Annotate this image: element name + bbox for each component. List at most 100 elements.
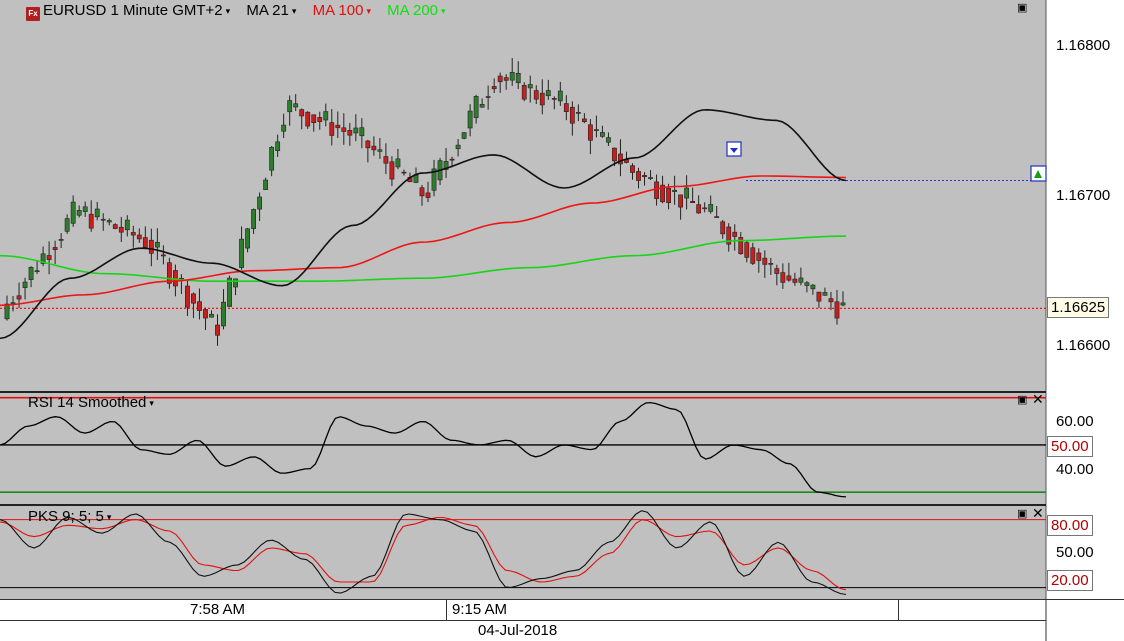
restore-icon[interactable]: ▣ — [1017, 508, 1028, 520]
bear-candle — [16, 295, 22, 300]
bull-candle — [684, 187, 690, 199]
chart-legend: Fx EURUSD 1 Minute GMT+2 ▾ MA 21 ▾ MA 100 ▾ … — [26, 2, 446, 21]
bull-candle — [22, 281, 28, 288]
rsi-tick-label: 60.00 — [1056, 413, 1094, 430]
bear-candle — [365, 140, 371, 149]
bull-candle — [377, 149, 383, 152]
bull-candle — [221, 301, 226, 327]
bear-candle — [636, 171, 641, 181]
bear-candle — [563, 103, 569, 112]
bull-candle — [269, 147, 275, 171]
pks-legend[interactable]: PKS 9; 5; 5 ▾ — [28, 508, 111, 526]
alert-flag-arrow — [1034, 170, 1042, 178]
chevron-down-icon[interactable]: ▾ — [149, 398, 154, 409]
bear-candle — [130, 232, 136, 236]
bull-candle — [106, 220, 112, 223]
bear-candle — [750, 247, 756, 264]
bull-candle — [575, 112, 581, 114]
rsi-line — [0, 401, 847, 498]
bull-candle — [227, 277, 232, 307]
bull-candle — [100, 218, 106, 221]
bear-candle — [744, 242, 750, 258]
restore-icon[interactable]: ▣ — [1017, 2, 1028, 14]
bull-candle — [557, 90, 563, 102]
bull-candle — [515, 72, 521, 84]
rsi-legend[interactable]: RSI 14 Smoothed ▾ — [28, 394, 154, 412]
bull-candle — [82, 206, 88, 212]
rsi-pane[interactable] — [0, 393, 1046, 504]
bear-candle — [419, 187, 425, 197]
bull-candle — [76, 210, 82, 216]
rsi-mid-label: 50.00 — [1047, 436, 1093, 457]
bull-candle — [10, 302, 16, 305]
bear-candle — [197, 301, 202, 311]
price-pane[interactable] — [0, 0, 1046, 391]
chevron-down-icon[interactable]: ▾ — [441, 6, 446, 17]
bear-candle — [654, 181, 659, 199]
bear-candle — [521, 85, 527, 100]
pks-upper-label: 80.00 — [1047, 515, 1093, 536]
bear-candle — [696, 204, 702, 214]
bear-candle — [551, 98, 557, 100]
bull-candle — [293, 103, 299, 108]
bull-candle — [209, 313, 214, 318]
bull-candle — [281, 124, 287, 132]
bear-candle — [660, 184, 665, 203]
ma100-legend[interactable]: MA 100 — [312, 2, 364, 19]
bull-candle — [395, 158, 401, 168]
bull-candle — [239, 238, 244, 268]
pks-lower-label: 20.00 — [1047, 570, 1093, 591]
chevron-down-icon[interactable]: ▾ — [106, 512, 112, 523]
bear-candle — [52, 247, 58, 250]
bear-candle — [142, 237, 148, 248]
bear-candle — [497, 75, 503, 83]
bull-candle — [443, 161, 449, 170]
bull-candle — [473, 96, 479, 118]
bull-candle — [257, 196, 263, 210]
bear-candle — [786, 275, 792, 281]
pks-title[interactable]: PKS 9; 5; 5 — [28, 508, 104, 525]
restore-icon[interactable]: ▣ — [1017, 394, 1028, 406]
bear-candle — [533, 90, 539, 100]
bear-candle — [581, 118, 587, 123]
bull-candle — [34, 270, 40, 273]
ma200-legend[interactable]: MA 200 — [387, 2, 439, 19]
bear-candle — [88, 213, 94, 229]
bear-candle — [166, 262, 172, 284]
bear-candle — [732, 231, 738, 237]
chevron-down-icon[interactable]: ▾ — [225, 6, 231, 17]
chevron-down-icon[interactable]: ▾ — [366, 6, 371, 17]
bear-candle — [720, 221, 726, 235]
bull-candle — [413, 174, 419, 183]
chevron-down-icon[interactable]: ▾ — [291, 6, 297, 17]
bull-candle — [94, 208, 100, 218]
close-icon[interactable]: ✕ — [1032, 505, 1044, 521]
instrument-title[interactable]: EURUSD 1 Minute GMT+2 — [43, 2, 223, 19]
bull-candle — [431, 168, 437, 191]
bull-candle — [545, 90, 551, 97]
bear-candle — [191, 293, 196, 304]
rsi-tick-label: 40.00 — [1056, 461, 1094, 478]
pks-fast-line — [0, 510, 847, 596]
bear-candle — [762, 257, 768, 265]
rsi-title[interactable]: RSI 14 Smoothed — [28, 394, 147, 411]
bear-candle — [305, 111, 311, 127]
bear-candle — [768, 263, 774, 265]
bear-candle — [792, 278, 798, 283]
bull-candle — [455, 144, 461, 150]
ma21-line — [0, 108, 847, 340]
close-icon[interactable]: ✕ — [1032, 391, 1044, 407]
bull-candle — [479, 104, 485, 108]
bear-candle — [341, 127, 347, 132]
bear-candle — [630, 165, 635, 173]
bear-candle — [203, 309, 208, 319]
bear-candle — [726, 226, 732, 245]
bear-candle — [587, 124, 593, 141]
ma21-legend[interactable]: MA 21 — [246, 2, 289, 19]
price-tick-label: 1.16800 — [1056, 37, 1111, 54]
bull-candle — [467, 110, 473, 129]
bull-candle — [4, 303, 10, 320]
bull-candle — [461, 132, 467, 139]
bull-candle — [353, 127, 359, 134]
